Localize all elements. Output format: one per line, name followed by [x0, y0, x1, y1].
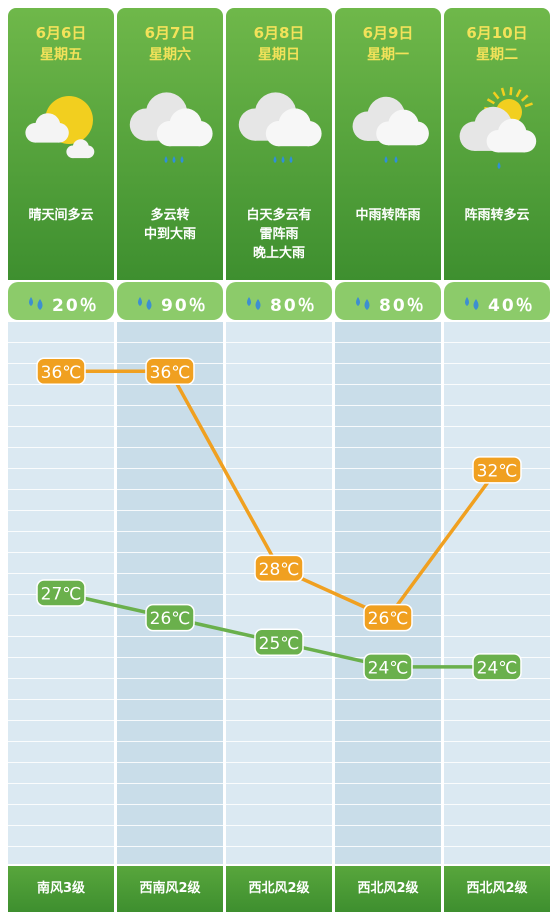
day-header: 6月7日星期六多云转 中到大雨 — [117, 8, 223, 280]
raindrop-icon — [26, 293, 48, 311]
rain-chance-value: 90％ — [161, 296, 208, 316]
data-point: 32℃ — [472, 456, 522, 484]
weather-description: 阵雨转多云 — [464, 208, 530, 223]
day-weekday: 星期五 — [40, 47, 82, 63]
day-date: 6月10日 — [466, 24, 528, 42]
rain-chance: 90％ — [117, 282, 223, 320]
data-label: 26℃ — [368, 609, 409, 629]
raindrop-icon — [462, 293, 484, 311]
day-date: 6月6日 — [35, 24, 87, 42]
data-label: 24℃ — [477, 658, 518, 678]
data-label-bg — [254, 628, 304, 657]
day-date: 6月8日 — [253, 24, 305, 42]
raindrop-icon — [244, 293, 266, 311]
chart-column — [8, 322, 114, 864]
data-label: 32℃ — [477, 461, 518, 481]
cloud-light-rain-icon — [338, 78, 438, 178]
rain-chance: 40％ — [444, 282, 550, 320]
chart-column — [226, 322, 332, 864]
rain-chance-value: 40％ — [488, 296, 535, 316]
day-header: 6月8日星期日白天多云有 雷阵雨 晚上大雨 — [226, 8, 332, 280]
day-date: 6月9日 — [362, 24, 414, 42]
sun-cloud-icon — [11, 78, 111, 178]
day-weekday: 星期日 — [258, 47, 300, 63]
data-label-bg — [472, 456, 522, 484]
data-label-bg — [363, 603, 413, 632]
weather-description: 晴天间多云 — [28, 208, 94, 223]
data-label: 27℃ — [41, 585, 82, 605]
wind-label: 西北风2级 — [444, 866, 550, 912]
raindrop-icon — [353, 293, 375, 311]
data-point: 26℃ — [145, 603, 195, 632]
day-weekday: 星期六 — [149, 47, 191, 63]
data-label: 28℃ — [259, 560, 300, 580]
weather-description: 中雨转阵雨 — [355, 208, 421, 223]
day-header: 6月6日星期五晴天间多云 — [8, 8, 114, 280]
day-weekday: 星期二 — [476, 47, 518, 63]
day-date: 6月7日 — [144, 24, 196, 42]
raindrop-icon — [135, 293, 157, 311]
chart-column — [444, 322, 550, 864]
data-point: 25℃ — [254, 628, 304, 657]
weather-description: 白天多云有 雷阵雨 晚上大雨 — [246, 208, 312, 261]
data-point: 24℃ — [472, 653, 522, 681]
data-point: 26℃ — [363, 603, 413, 632]
data-label-bg — [363, 653, 413, 681]
data-label: 25℃ — [259, 634, 300, 654]
rain-chance-value: 80％ — [270, 296, 317, 316]
day-weekday: 星期一 — [367, 47, 409, 63]
cloud-rain-icon — [120, 78, 220, 178]
data-label: 36℃ — [41, 363, 82, 383]
sun-cloud-rain-icon — [447, 78, 547, 178]
rain-chance: 20％ — [8, 282, 114, 320]
rain-chance: 80％ — [335, 282, 441, 320]
data-label-bg — [145, 603, 195, 632]
rain-chance-value: 80％ — [379, 296, 426, 316]
data-label: 36℃ — [150, 363, 191, 383]
day-header: 6月10日星期二阵雨转多云 — [444, 8, 550, 280]
data-point: 27℃ — [36, 579, 86, 607]
chart-column — [117, 322, 223, 864]
data-label: 24℃ — [368, 658, 409, 678]
data-point: 36℃ — [145, 357, 195, 386]
data-label-bg — [36, 579, 86, 607]
data-label-bg — [145, 357, 195, 386]
wind-label: 西北风2级 — [226, 866, 332, 912]
wind-label: 西南风2级 — [117, 866, 223, 912]
data-point: 36℃ — [36, 357, 86, 386]
day-header: 6月9日星期一中雨转阵雨 — [335, 8, 441, 280]
rain-chance: 80％ — [226, 282, 332, 320]
cloud-rain-icon — [229, 78, 329, 178]
data-label-bg — [36, 357, 86, 386]
rain-chance-value: 20％ — [52, 296, 99, 316]
chart-column — [335, 322, 441, 864]
data-point: 24℃ — [363, 653, 413, 681]
data-label-bg — [472, 653, 522, 681]
data-point: 28℃ — [254, 554, 304, 583]
data-label: 26℃ — [150, 609, 191, 629]
wind-label: 南风3级 — [8, 866, 114, 912]
wind-label: 西北风2级 — [335, 866, 441, 912]
weather-description: 多云转 中到大雨 — [143, 208, 196, 242]
data-label-bg — [254, 554, 304, 583]
